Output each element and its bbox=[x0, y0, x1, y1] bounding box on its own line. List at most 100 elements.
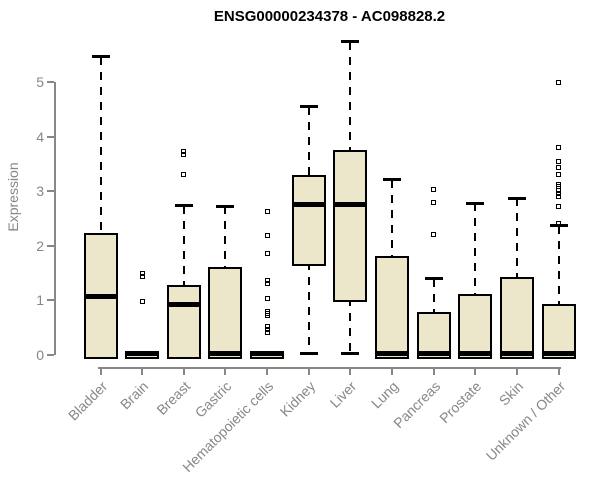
outlier-point bbox=[556, 145, 562, 151]
outlier-point bbox=[264, 326, 270, 332]
box-unknown-other bbox=[541, 304, 576, 359]
y-axis-tick-label: 4 bbox=[36, 128, 44, 145]
upper-whisker-line bbox=[307, 106, 310, 175]
outlier-point bbox=[181, 152, 187, 158]
upper-whisker-cap bbox=[174, 204, 193, 208]
x-axis-tick bbox=[266, 368, 269, 375]
chart-title: ENSG00000234378 - AC098828.2 bbox=[213, 8, 446, 25]
y-axis-tick-label: 0 bbox=[36, 347, 44, 363]
outlier-point bbox=[556, 203, 562, 209]
x-axis-tick bbox=[141, 368, 144, 375]
outlier-point bbox=[556, 171, 562, 177]
upper-whisker-cap bbox=[466, 201, 485, 205]
outlier-point bbox=[556, 165, 562, 171]
outlier-point bbox=[431, 231, 437, 237]
outlier-point bbox=[264, 250, 270, 256]
outlier-point bbox=[264, 232, 270, 238]
median-line-liver bbox=[333, 201, 368, 207]
upper-whisker-line bbox=[99, 56, 102, 233]
upper-whisker-line bbox=[182, 205, 185, 285]
upper-whisker-line bbox=[390, 179, 393, 257]
outlier-point bbox=[264, 313, 270, 319]
x-axis-tick bbox=[474, 368, 477, 375]
upper-whisker-line bbox=[349, 41, 352, 151]
outlier-point bbox=[556, 220, 562, 226]
median-line-skin bbox=[499, 350, 534, 356]
outlier-point bbox=[181, 149, 187, 155]
upper-whisker-cap bbox=[91, 55, 110, 59]
outlier-point bbox=[264, 280, 270, 286]
x-axis-tick bbox=[432, 368, 435, 375]
y-axis-tick bbox=[47, 81, 54, 83]
upper-whisker-cap bbox=[299, 105, 318, 109]
median-line-breast bbox=[166, 302, 201, 308]
outlier-point bbox=[264, 329, 270, 335]
median-line-gastric bbox=[208, 350, 243, 356]
y-axis-tick bbox=[47, 354, 54, 356]
x-axis-tick bbox=[182, 368, 185, 375]
x-axis-tick bbox=[224, 368, 227, 375]
x-axis-tick bbox=[515, 368, 518, 375]
box-breast bbox=[166, 284, 201, 359]
lower-whisker-cap bbox=[299, 352, 318, 356]
outlier-point bbox=[431, 200, 437, 206]
outlier-point bbox=[264, 208, 270, 214]
y-axis-tick-label: 1 bbox=[36, 292, 44, 309]
box-gastric bbox=[208, 266, 243, 359]
lower-whisker-line bbox=[307, 261, 310, 354]
x-axis-tick bbox=[349, 368, 352, 375]
outlier-point bbox=[264, 324, 270, 330]
median-line-hematopoietic-cells bbox=[250, 351, 285, 357]
upper-whisker-line bbox=[224, 206, 227, 267]
outlier-point bbox=[139, 270, 145, 276]
box-prostate bbox=[458, 294, 493, 359]
box-liver bbox=[333, 150, 368, 302]
y-axis-tick-label: 5 bbox=[36, 74, 44, 90]
outlier-point bbox=[264, 295, 270, 301]
upper-whisker-line bbox=[432, 278, 435, 313]
box-lung bbox=[374, 256, 409, 359]
y-axis-tick-label: 2 bbox=[36, 237, 44, 254]
x-axis-tick bbox=[557, 368, 560, 375]
y-axis-tick bbox=[47, 299, 54, 302]
upper-whisker-line bbox=[557, 225, 560, 305]
outlier-point bbox=[556, 187, 562, 193]
outlier-point bbox=[264, 278, 270, 284]
upper-whisker-line bbox=[474, 203, 477, 295]
y-axis-tick bbox=[47, 190, 54, 193]
median-line-prostate bbox=[458, 350, 493, 356]
upper-whisker-cap bbox=[424, 277, 443, 281]
outlier-point bbox=[139, 273, 145, 279]
lower-whisker-line bbox=[349, 297, 352, 354]
outlier-point bbox=[139, 298, 145, 304]
y-axis-tick bbox=[47, 244, 54, 247]
y-axis-tick-label: 3 bbox=[36, 183, 44, 200]
box-skin bbox=[499, 276, 534, 359]
outlier-point bbox=[556, 184, 562, 190]
box-kidney bbox=[291, 174, 326, 266]
x-axis-line bbox=[98, 367, 562, 369]
y-axis-tick bbox=[47, 135, 54, 138]
median-line-brain bbox=[125, 351, 160, 357]
median-line-unknown-other bbox=[541, 350, 576, 356]
x-axis-tick bbox=[390, 368, 393, 375]
outlier-point bbox=[556, 79, 562, 85]
upper-whisker-cap bbox=[216, 204, 235, 208]
outlier-point bbox=[431, 187, 437, 193]
outlier-point bbox=[556, 159, 562, 165]
upper-whisker-line bbox=[515, 198, 518, 277]
upper-whisker-cap bbox=[507, 196, 526, 200]
y-axis-line bbox=[54, 82, 56, 355]
median-line-bladder bbox=[83, 294, 118, 300]
outlier-point bbox=[556, 194, 562, 200]
outlier-point bbox=[556, 190, 562, 196]
upper-whisker-cap bbox=[382, 178, 401, 182]
upper-whisker-cap bbox=[341, 40, 360, 44]
lower-whisker-cap bbox=[341, 352, 360, 356]
outlier-point bbox=[556, 181, 562, 187]
outlier-point bbox=[181, 171, 187, 177]
x-axis-tick bbox=[99, 368, 102, 375]
median-line-pancreas bbox=[416, 350, 451, 356]
x-axis-tick bbox=[307, 368, 310, 375]
